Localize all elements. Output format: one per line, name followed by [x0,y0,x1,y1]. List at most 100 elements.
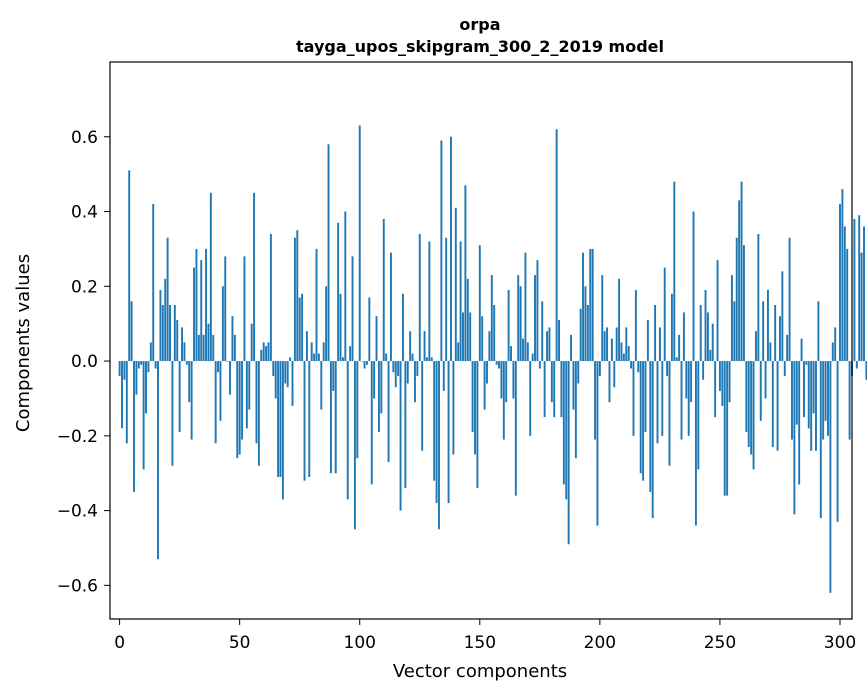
bar [296,230,299,362]
bar [738,200,741,362]
bar [606,327,609,362]
bar [137,361,140,369]
bar [524,252,527,362]
bar [128,170,131,362]
bar [803,361,805,418]
y-tick-label: 0.2 [71,277,98,297]
bar [610,338,613,362]
bar [466,278,469,362]
bar [704,290,707,362]
bar [416,361,419,377]
bar [394,361,397,388]
bar [262,342,265,362]
bar [752,361,755,470]
bar [289,357,292,362]
bar [546,331,548,362]
bar [723,361,726,496]
bar [433,361,436,481]
bar [411,353,414,362]
bar [481,316,484,362]
bar [747,361,750,448]
bar [344,211,347,362]
chart-title: orpa [459,15,500,34]
bar [423,331,426,362]
bar [627,346,630,362]
bar [589,248,592,362]
bar [250,323,253,362]
bar [197,334,200,362]
bar [514,361,517,496]
bar [668,361,671,466]
bar [805,361,808,365]
bar [766,290,769,362]
bar [836,361,839,522]
x-tick-label: 150 [464,633,496,653]
bar [827,361,829,436]
bar [140,361,143,365]
bar [865,361,867,380]
bar [298,297,301,362]
bar [663,267,666,362]
bar [406,361,409,384]
bar [858,215,861,362]
bar [502,361,505,440]
bar [224,256,227,362]
bar [236,361,239,459]
bar [159,290,162,362]
bar [356,361,359,459]
bar [301,293,304,362]
bar [646,319,649,362]
bar [764,361,767,399]
bar [435,361,438,504]
bar [742,245,745,362]
bar [769,342,772,362]
bar [634,290,637,362]
bar [248,361,251,410]
bar [334,361,337,474]
bar [519,286,522,362]
bar [817,301,820,362]
bar [721,361,724,406]
bar [176,319,179,362]
bar [800,338,803,362]
bar [346,361,349,500]
bar [714,361,717,418]
bar [622,353,625,362]
bar [779,316,781,362]
bar [351,256,354,362]
bar [795,361,798,425]
bar [553,361,556,418]
x-tick-label: 50 [229,633,251,653]
bar [337,222,340,362]
bar [807,361,810,429]
bar [562,361,565,485]
bar [233,334,236,362]
bar [762,301,765,362]
bar [166,237,169,362]
bar [387,361,390,462]
bar [819,361,822,519]
bar [118,361,121,377]
bar [730,275,733,362]
x-tick-label: 300 [824,633,856,653]
bar [841,189,844,362]
bar [428,241,431,362]
x-tick-label: 250 [704,633,736,653]
bar [822,361,825,440]
bar [754,331,757,362]
bar [846,248,849,362]
bar [718,361,721,391]
bar [445,237,448,362]
bar [786,334,789,362]
bar [315,248,318,362]
bar [555,129,558,362]
bar [757,233,760,362]
bar [130,301,133,362]
bar [538,361,541,369]
bar [531,353,534,362]
bar [253,192,256,362]
bar [702,361,705,380]
y-axis-ticks: −0.6 −0.4 −0.2 0.0 0.2 0.4 0.6 [57,128,110,596]
bar [728,361,731,403]
bar [308,361,311,477]
